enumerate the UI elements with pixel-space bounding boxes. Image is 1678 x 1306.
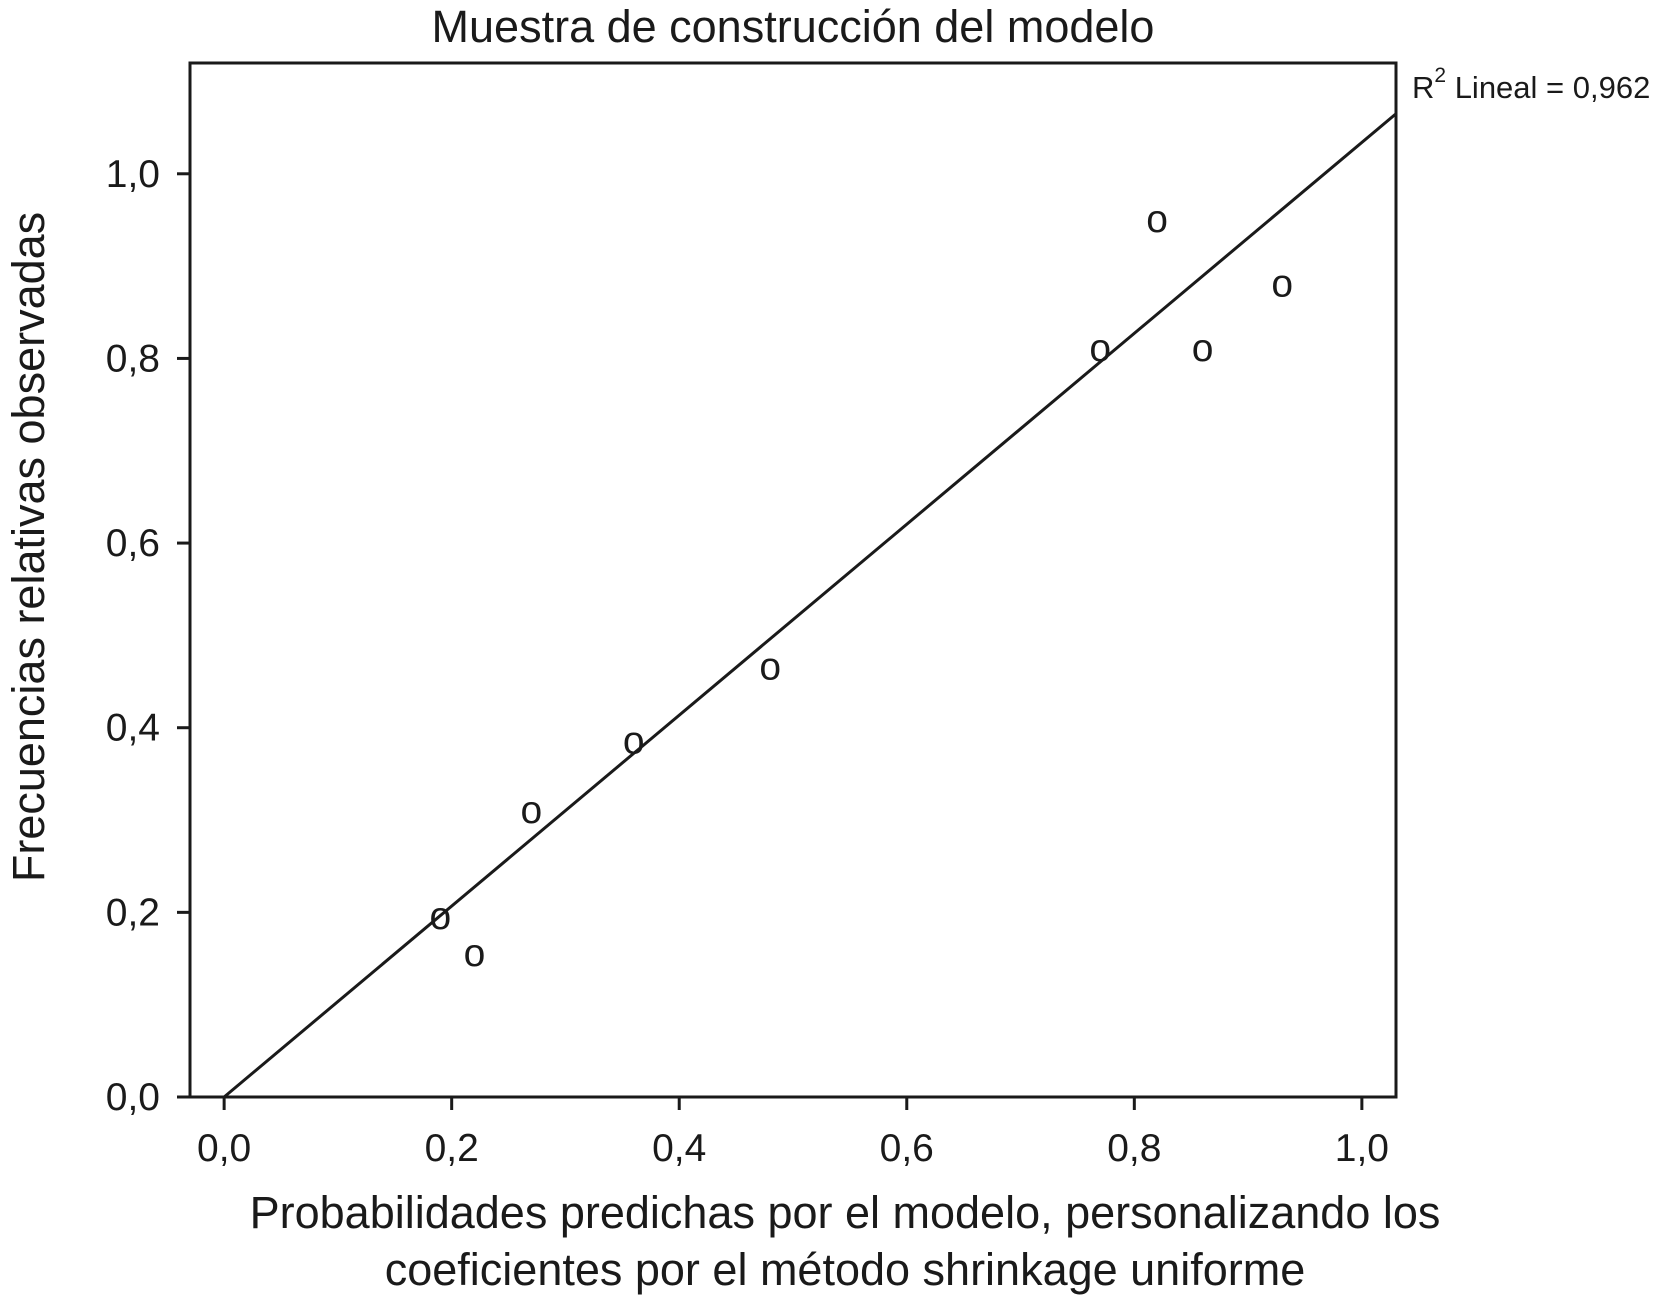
data-point: o bbox=[759, 646, 781, 689]
x-axis-title-line-2: coeficientes por el método shrinkage uni… bbox=[385, 1244, 1306, 1295]
data-point: o bbox=[623, 720, 645, 763]
r2-superscript: 2 bbox=[1434, 64, 1446, 87]
x-axis-title-line-1: Probabilidades predichas por el modelo, … bbox=[250, 1187, 1441, 1238]
r2-value: Lineal = 0,962 bbox=[1446, 70, 1650, 105]
data-point: o bbox=[464, 932, 486, 975]
data-point: o bbox=[1192, 327, 1214, 370]
r2-label: R2 Lineal = 0,962 bbox=[1412, 64, 1650, 105]
data-point: o bbox=[429, 895, 451, 938]
x-tick-label: 0,2 bbox=[425, 1127, 479, 1170]
x-tick-label: 0,6 bbox=[880, 1127, 934, 1170]
data-point: o bbox=[1089, 327, 1111, 370]
data-point: o bbox=[520, 789, 542, 832]
x-axis-ticks: 0,0 0,2 0,4 0,6 0,8 1,0 bbox=[197, 1097, 1389, 1170]
y-axis-ticks: 0,0 0,2 0,4 0,6 0,8 1,0 bbox=[106, 153, 190, 1119]
data-point: o bbox=[1271, 263, 1293, 306]
x-tick-label: 1,0 bbox=[1335, 1127, 1389, 1170]
chart-title: Muestra de construcción del modelo bbox=[432, 1, 1155, 52]
y-tick-label: 1,0 bbox=[106, 153, 160, 196]
plot-frame bbox=[188, 61, 1398, 1099]
data-point: o bbox=[1146, 198, 1168, 241]
y-axis-title: Frecuencias relativas observadas bbox=[3, 212, 54, 882]
y-tick-label: 0,8 bbox=[106, 337, 160, 380]
fit-line-group bbox=[223, 112, 1397, 1099]
y-tick-label: 0,2 bbox=[106, 891, 160, 934]
x-tick-label: 0,0 bbox=[197, 1127, 251, 1170]
y-tick-label: 0,4 bbox=[106, 707, 160, 750]
y-tick-label: 0,6 bbox=[106, 522, 160, 565]
r2-base: R bbox=[1412, 70, 1434, 105]
y-tick-label: 0,0 bbox=[106, 1076, 160, 1119]
fit-line bbox=[223, 112, 1397, 1099]
x-tick-label: 0,8 bbox=[1107, 1127, 1161, 1170]
x-tick-label: 0,4 bbox=[652, 1127, 706, 1170]
